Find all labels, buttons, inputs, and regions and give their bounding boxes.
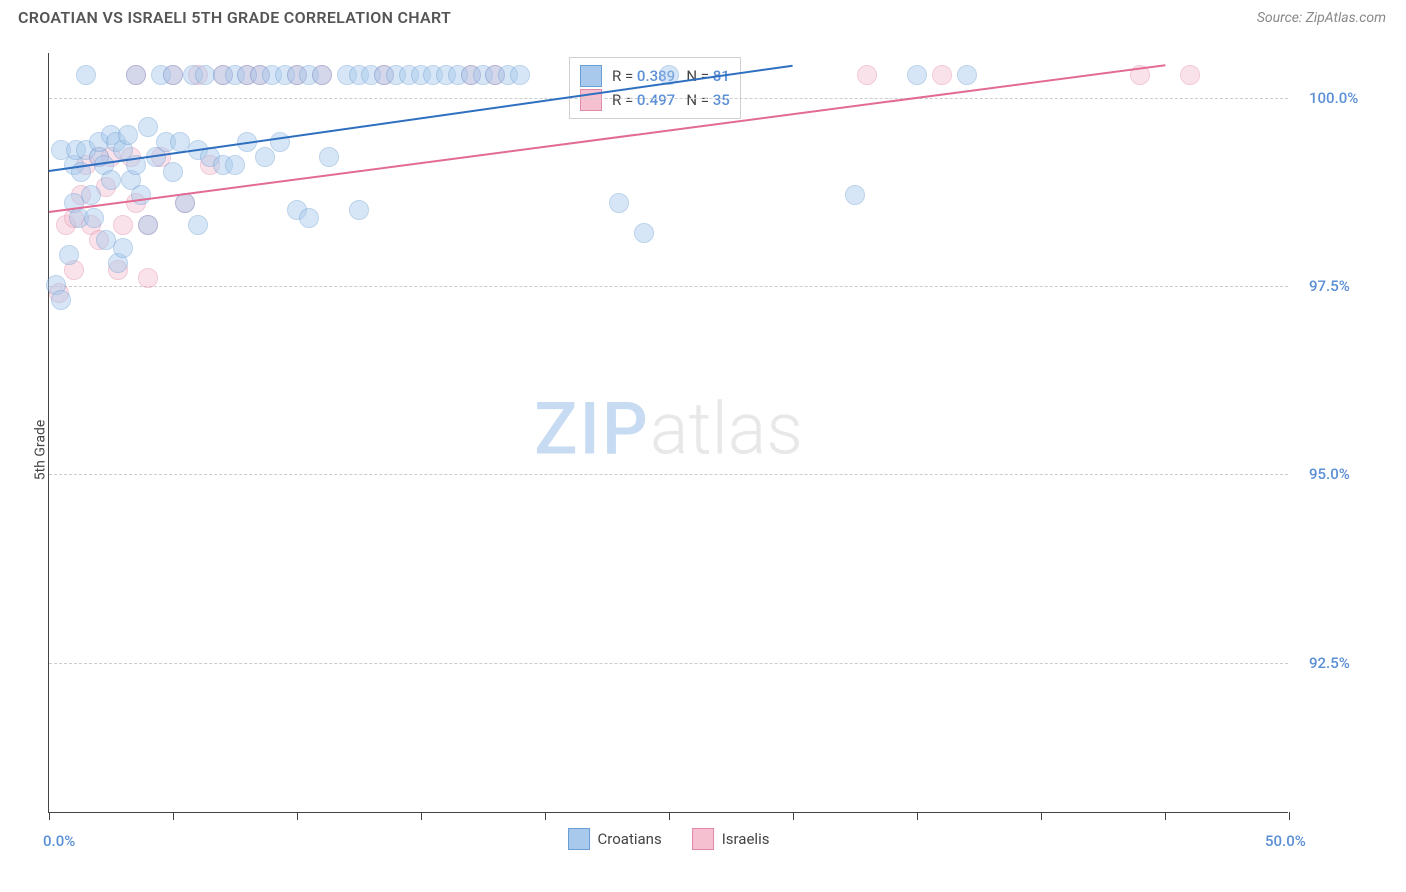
gridline (49, 286, 1288, 287)
croatians-marker (131, 185, 151, 205)
croatians-marker (138, 117, 158, 137)
croatians-marker (163, 65, 183, 85)
croatians-marker (845, 185, 865, 205)
croatians-marker (957, 65, 977, 85)
croatians-marker (188, 215, 208, 235)
croatians-marker (299, 208, 319, 228)
croatians-marker (319, 147, 339, 167)
croatians-marker (126, 65, 146, 85)
watermark-zip: ZIP (534, 386, 650, 471)
israelis-marker (932, 65, 952, 85)
legend: Croatians Israelis (568, 828, 770, 850)
gridline (49, 98, 1288, 99)
y-tick-label: 95.0% (1309, 465, 1350, 483)
legend-label-croatians: Croatians (598, 830, 662, 848)
legend-swatch-croatians (568, 828, 590, 850)
x-tick (1165, 812, 1166, 820)
x-tick (793, 812, 794, 820)
croatians-marker (84, 208, 104, 228)
israelis-marker (113, 215, 133, 235)
chart-title: CROATIAN VS ISRAELI 5TH GRADE CORRELATIO… (18, 8, 451, 27)
croatians-marker (510, 65, 530, 85)
israelis-marker (1180, 65, 1200, 85)
y-tick-label: 97.5% (1309, 277, 1350, 295)
croatians-marker (51, 290, 71, 310)
croatians-marker (101, 170, 121, 190)
israelis-marker (138, 268, 158, 288)
x-tick (297, 812, 298, 820)
x-tick (49, 812, 50, 820)
croatians-marker (59, 245, 79, 265)
y-tick-label: 100.0% (1309, 89, 1358, 107)
y-tick-label: 92.5% (1309, 654, 1350, 672)
croatians-marker (76, 65, 96, 85)
croatians-marker (349, 200, 369, 220)
chart-wrapper: 5th Grade ZIPatlas R = 0.389 N = 81R = 0… (0, 35, 1406, 865)
legend-swatch-israelis (692, 828, 714, 850)
croatians-marker (312, 65, 332, 85)
croatians-marker (225, 155, 245, 175)
x-tick (545, 812, 546, 820)
x-tick (669, 812, 670, 820)
croatians-marker (634, 223, 654, 243)
stats-swatch-croatians (580, 65, 602, 87)
croatians-marker (118, 125, 138, 145)
croatians-marker (907, 65, 927, 85)
croatians-marker (609, 193, 629, 213)
chart-header: CROATIAN VS ISRAELI 5TH GRADE CORRELATIO… (0, 0, 1406, 35)
croatians-marker (138, 215, 158, 235)
gridline (49, 474, 1288, 475)
watermark: ZIPatlas (534, 386, 803, 471)
x-tick (173, 812, 174, 820)
legend-label-israelis: Israelis (722, 830, 770, 848)
croatians-marker (81, 185, 101, 205)
legend-item-croatians: Croatians (568, 828, 662, 850)
source-attribution: Source: ZipAtlas.com (1257, 10, 1386, 26)
x-tick (1041, 812, 1042, 820)
plot-area: ZIPatlas R = 0.389 N = 81R = 0.497 N = 3… (48, 53, 1288, 813)
x-tick-label: 50.0% (1265, 832, 1306, 850)
x-tick (917, 812, 918, 820)
y-axis-label: 5th Grade (32, 420, 48, 481)
correlation-stats-box: R = 0.389 N = 81R = 0.497 N = 35 (569, 57, 741, 119)
israelis-marker (857, 65, 877, 85)
x-tick (1289, 812, 1290, 820)
x-tick-label: 0.0% (43, 832, 75, 850)
croatians-marker (163, 162, 183, 182)
croatians-marker (113, 238, 133, 258)
stats-text-israelis: R = 0.497 N = 35 (612, 88, 730, 112)
gridline (49, 663, 1288, 664)
x-tick (421, 812, 422, 820)
legend-item-israelis: Israelis (692, 828, 770, 850)
croatians-marker (255, 147, 275, 167)
watermark-atlas: atlas (650, 386, 803, 471)
